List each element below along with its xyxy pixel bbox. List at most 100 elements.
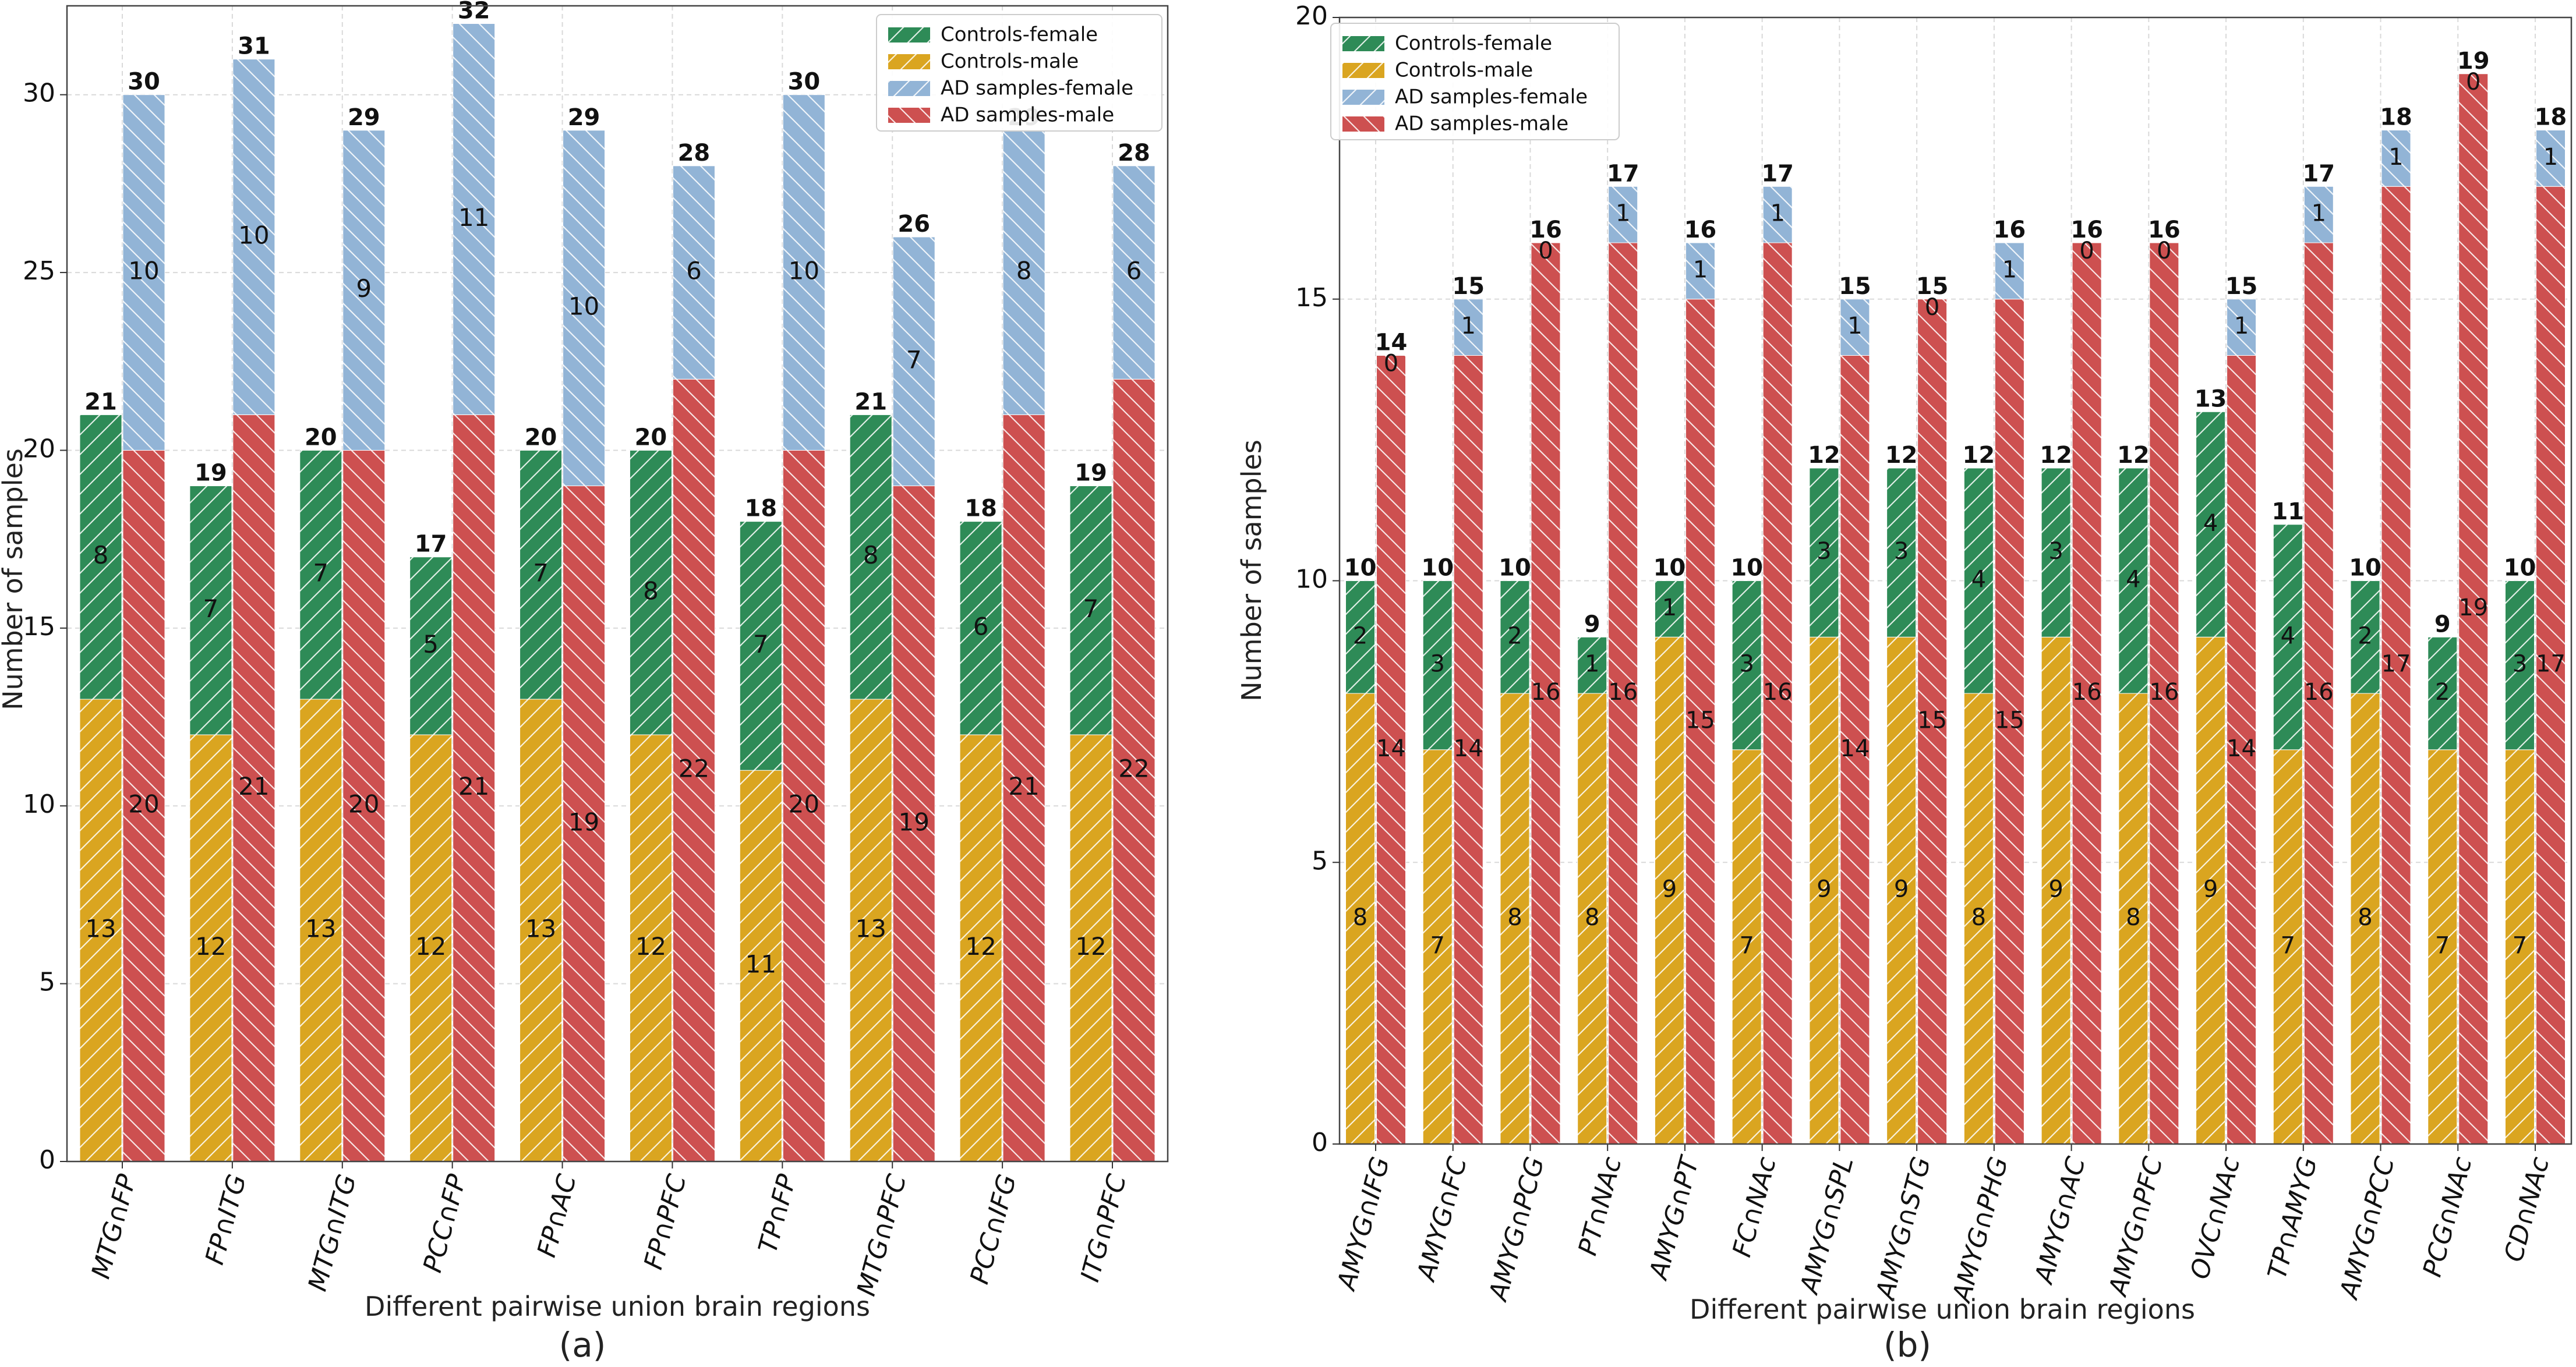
data-label-ad-female: 1 [1693, 256, 1708, 283]
x-tick-label: TP∩AMYG [2262, 1154, 2323, 1283]
data-label-ad-female: 10 [238, 221, 269, 250]
bar-controls-female-hatch [1345, 580, 1375, 693]
data-label-ad-male: 21 [458, 772, 489, 801]
bar-controls-male-hatch [1070, 735, 1112, 1161]
data-label-ad-male: 15 [1685, 707, 1715, 734]
data-label-ad-female: 1 [1847, 313, 1862, 339]
data-label-controls-male: 8 [1585, 904, 1599, 931]
bar-ad-female [1453, 299, 1483, 356]
bar-controls-female [79, 414, 122, 700]
bar-controls-male-hatch [1577, 693, 1607, 1144]
bar-controls-female [2041, 468, 2071, 638]
bar-ad-male-hatch [1685, 299, 1715, 1144]
data-label-ad-female: 0 [2157, 238, 2171, 264]
bar-ad-male [2227, 355, 2257, 1145]
data-label-controls-male: 8 [2358, 904, 2372, 931]
bar-ad-female [122, 94, 165, 451]
panel-b-xlabel: Different pairwise union brain regions [1690, 1294, 2195, 1325]
data-label-ad-female: 0 [2466, 69, 2480, 95]
data-label-ad-male: 20 [128, 790, 159, 819]
legend-swatch-hatch [888, 27, 930, 43]
bar-ad-male [2149, 242, 2179, 1145]
total-label-ad: 29 [348, 104, 380, 131]
panel-b-ylabel: Number of samples [1236, 440, 1267, 702]
data-label-controls-female: 2 [2435, 679, 2450, 706]
data-label-ad-female: 1 [2543, 144, 2558, 171]
x-tick-label: AMYG∩FC [1411, 1153, 1473, 1285]
bar-controls-male-hatch [299, 699, 342, 1161]
bar-controls-female-hatch [1809, 468, 1839, 638]
bar-ad-male-hatch [783, 450, 825, 1161]
bar-ad-male [782, 449, 825, 1162]
bar-controls-female-hatch [2427, 637, 2457, 750]
data-label-ad-female: 10 [128, 257, 159, 285]
data-label-ad-female: 10 [568, 292, 599, 321]
data-label-ad-female: 1 [2388, 144, 2403, 171]
bar-controls-male [1809, 636, 1839, 1145]
bar-controls-female-hatch [2505, 580, 2535, 750]
x-tick-label: OVC∩NAc [2185, 1154, 2246, 1283]
bar-controls-male-hatch [850, 699, 892, 1161]
data-label-controls-female: 3 [1894, 538, 1909, 565]
legend-entry: AD samples-male [1342, 112, 1568, 136]
data-label-ad-male: 19 [898, 808, 929, 836]
bar-ad-female-hatch [2536, 130, 2566, 187]
bar-controls-male [739, 770, 782, 1162]
x-tick-label: PCG∩NAc [2418, 1154, 2478, 1280]
panel-b-bars: 8214010147314110158216010168116191791151… [1344, 48, 2567, 1145]
bar-ad-female [1685, 242, 1715, 300]
bar-controls-male [2505, 749, 2535, 1145]
bar-ad-male-hatch [453, 415, 495, 1161]
bar-ad-female [782, 94, 825, 451]
bar-ad-male-hatch [1917, 299, 1947, 1144]
bar-ad-male-hatch [1454, 355, 1483, 1144]
bar-controls-female-hatch [1964, 468, 1994, 693]
bar-ad-male-hatch [1995, 299, 2024, 1144]
bar-controls-male [629, 734, 672, 1162]
data-label-ad-female: 6 [686, 257, 702, 285]
bar-ad-male-hatch [342, 450, 385, 1161]
bar-ad-female-hatch [2304, 186, 2334, 243]
total-label-ad: 15 [2225, 273, 2258, 300]
y-tick-label: 5 [39, 968, 55, 997]
data-label-controls-male: 13 [85, 915, 116, 943]
bar-controls-female [2196, 411, 2226, 638]
data-label-controls-female: 1 [1585, 651, 1599, 678]
total-label-controls: 18 [964, 495, 997, 522]
total-label-ad: 28 [678, 140, 711, 167]
bar-controls-male-hatch [1886, 637, 1916, 1144]
bar-controls-female [1886, 468, 1917, 638]
bar-ad-female-hatch [1113, 165, 1155, 380]
bar-controls-female-hatch [850, 415, 892, 699]
bar-controls-male [409, 734, 453, 1162]
data-label-controls-female: 3 [1739, 651, 1754, 678]
bar-ad-female-hatch [893, 237, 935, 486]
bar-ad-male [1840, 355, 1870, 1145]
bar-ad-male [892, 486, 935, 1162]
data-label-ad-male: 19 [568, 808, 599, 836]
x-tick-label: AMYG∩IFG [1331, 1154, 1396, 1295]
data-label-ad-male: 16 [1608, 679, 1638, 706]
data-label-controls-female: 1 [1662, 594, 1677, 621]
legend-entry: Controls-female [1342, 32, 1552, 55]
data-label-controls-female: 3 [1817, 538, 1831, 565]
total-label-controls: 21 [854, 388, 887, 415]
data-label-controls-female: 6 [973, 612, 989, 640]
x-tick-label: FC∩NAc [1727, 1154, 1782, 1260]
bar-controls-female [739, 521, 782, 771]
bar-controls-female [520, 449, 563, 700]
bar-controls-female-hatch [960, 521, 1002, 735]
bar-ad-female [2381, 130, 2411, 187]
bar-controls-female [2505, 580, 2535, 750]
bar-ad-female-hatch [1840, 299, 1870, 356]
bar-controls-male [1500, 693, 1530, 1145]
total-label-ad: 19 [2457, 48, 2490, 75]
data-label-ad-male: 16 [2304, 679, 2334, 706]
total-label-controls: 10 [2349, 555, 2381, 582]
x-tick-label: AMYG∩STG [1870, 1154, 1937, 1304]
bar-controls-male [1654, 636, 1684, 1145]
bar-ad-male-hatch [1376, 355, 1406, 1144]
bar-ad-female [453, 23, 496, 415]
data-label-controls-female: 2 [2358, 622, 2372, 649]
data-label-ad-male: 16 [2149, 679, 2179, 706]
